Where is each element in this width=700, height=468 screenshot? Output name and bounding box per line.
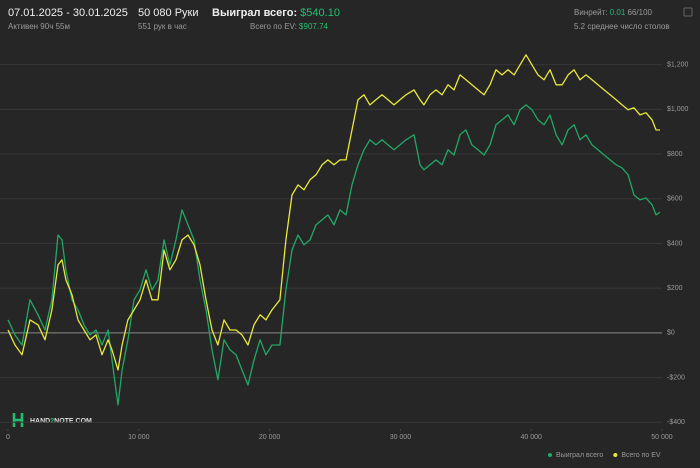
y-tick-label: $1,000 — [667, 106, 689, 113]
series-line — [7, 54, 661, 371]
legend-marker — [548, 453, 552, 457]
x-tick-label: 0 — [6, 434, 10, 441]
won-value: $540.10 — [300, 7, 340, 19]
ev-label-text: Всего по EV: — [250, 22, 297, 31]
tables: 5.2 среднее число столов — [574, 22, 670, 31]
x-tick-label: 30 000 — [390, 434, 412, 441]
y-tick-label: $0 — [667, 330, 675, 337]
fullscreen-icon[interactable] — [683, 7, 693, 17]
logo-part: 2 — [50, 418, 54, 425]
y-tick-label: $600 — [667, 196, 683, 203]
legend-label: Всего по EV — [621, 452, 661, 459]
active-time: Активен 90ч 55м — [8, 22, 70, 31]
legend-label: Выиграл всего — [556, 452, 603, 459]
y-tick-label: -$400 — [667, 419, 685, 426]
winrate-value: 0.01 — [610, 8, 626, 17]
ev-label: Всего по EV: $907.74 — [250, 22, 329, 31]
logo-part: NOTE.COM — [54, 418, 92, 425]
period: 07.01.2025 - 30.01.2025 — [8, 7, 128, 19]
won-label-text: Выиграл всего: — [212, 7, 297, 19]
winrate-label: Винрейт: — [574, 8, 607, 17]
x-tick-label: 10 000 — [128, 434, 150, 441]
y-tick-label: $1,200 — [667, 61, 689, 68]
won-label: Выиграл всего: $540.10 — [212, 7, 340, 19]
x-tick-label: 50 000 — [651, 434, 673, 441]
ev-value: $907.74 — [299, 22, 328, 31]
x-tick-label: 20 000 — [259, 434, 281, 441]
y-tick-label: $400 — [667, 240, 683, 247]
hands: 50 080 Руки — [138, 7, 199, 19]
hands-rate: 551 рук в час — [138, 22, 187, 31]
winrate-extra: 66/100 — [628, 8, 653, 17]
y-tick-label: $200 — [667, 285, 683, 292]
logo-text: HAND2NOTE.COM — [30, 418, 92, 425]
legend-marker — [613, 453, 618, 457]
y-tick-label: $800 — [667, 151, 683, 158]
x-tick-label: 40 000 — [520, 434, 542, 441]
series-line — [7, 104, 661, 406]
y-tick-label: -$200 — [667, 374, 685, 381]
logo-icon — [12, 413, 24, 427]
winrate: Винрейт: 0.01 66/100 — [574, 8, 653, 17]
logo: HAND2NOTE.COM — [12, 413, 92, 427]
logo-part: HAND — [30, 418, 50, 425]
